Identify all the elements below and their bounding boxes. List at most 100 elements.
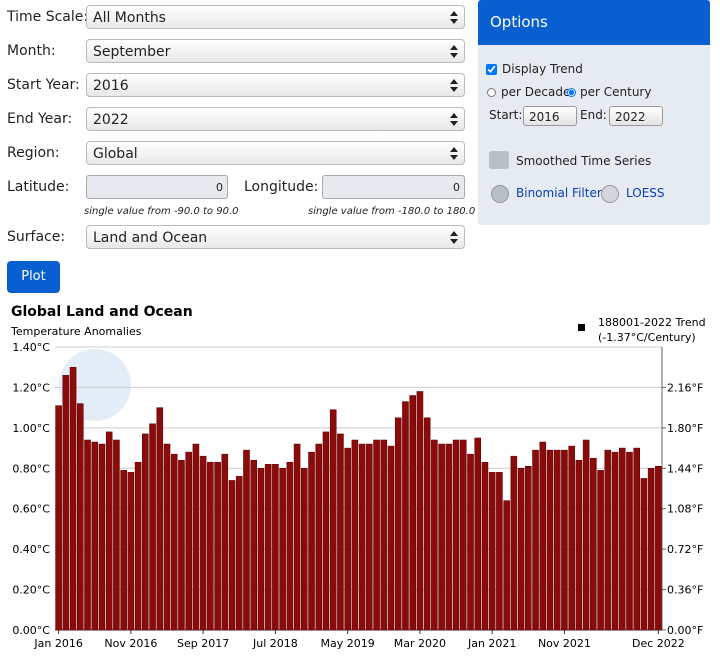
bar — [69, 366, 77, 631]
select[interactable]: 2022 — [86, 107, 465, 131]
bar — [77, 403, 84, 631]
x-tick-label: Dec 2022 — [632, 637, 685, 650]
select[interactable]: 2016 — [86, 73, 465, 97]
bar — [633, 447, 640, 631]
bar — [62, 375, 70, 631]
bar — [517, 468, 525, 631]
x-tick-label: Nov 2016 — [104, 637, 157, 650]
radio[interactable] — [487, 88, 496, 97]
y-tick-label: 0.20°C — [12, 584, 50, 597]
bar — [431, 439, 438, 631]
bar — [503, 500, 510, 631]
bar — [257, 468, 265, 631]
bar — [322, 431, 330, 631]
input[interactable]: 0 — [86, 175, 228, 199]
label: per Decade — [501, 85, 571, 99]
y-tick-label: 1.40°C — [12, 341, 50, 354]
bar — [178, 459, 185, 631]
bar — [647, 468, 655, 631]
bar — [344, 447, 351, 631]
radio[interactable] — [601, 185, 619, 203]
bar — [373, 439, 380, 631]
label: Longitude: — [244, 179, 319, 195]
chart: Global Land and Ocean Temperature Anomal… — [10, 304, 706, 650]
bar — [539, 441, 547, 631]
label: Smoothed Time Series — [516, 154, 652, 168]
label: Start Year: — [7, 77, 80, 93]
label: per Century — [580, 85, 652, 99]
checkbox[interactable] — [486, 64, 497, 75]
chart-subtitle: Temperature Anomalies — [10, 325, 142, 338]
bar — [272, 463, 279, 631]
bar — [409, 395, 416, 631]
bar — [387, 445, 395, 631]
bar — [626, 451, 633, 631]
y2-tick-label: 0.00°F — [667, 624, 703, 637]
bar — [423, 417, 431, 631]
bar — [510, 455, 518, 631]
bar — [582, 439, 590, 631]
bar — [228, 480, 236, 631]
chart-title: Global Land and Ocean — [11, 304, 193, 320]
bar — [235, 476, 243, 631]
bar — [315, 443, 323, 631]
bar — [286, 461, 294, 631]
y-tick-label: 0.40°C — [12, 543, 50, 556]
bar — [55, 405, 62, 631]
select[interactable]: September — [86, 39, 465, 63]
radio[interactable] — [567, 88, 576, 97]
bar — [163, 443, 171, 631]
legend-text: (-1.37°C/Century) — [598, 331, 696, 344]
bar — [445, 443, 453, 631]
bar — [358, 443, 366, 631]
label: End Year: — [7, 111, 73, 127]
bar — [149, 423, 156, 631]
input[interactable]: 0 — [322, 175, 465, 199]
bar — [597, 470, 604, 631]
bar — [91, 441, 99, 631]
select[interactable]: 2016 — [523, 106, 577, 126]
bar — [452, 439, 460, 631]
x-tick-label: Jan 2021 — [467, 637, 516, 650]
checkbox[interactable] — [489, 151, 509, 169]
bar — [214, 461, 221, 631]
select[interactable]: Land and Ocean — [86, 225, 465, 249]
select[interactable]: All Months — [86, 5, 465, 29]
radio[interactable] — [491, 185, 509, 203]
bar — [120, 470, 127, 631]
bar — [604, 449, 612, 631]
bar — [553, 449, 561, 631]
bar — [467, 453, 474, 631]
bar — [618, 447, 626, 631]
x-tick-label: Jan 2016 — [33, 637, 82, 650]
bar — [279, 468, 286, 631]
logo — [59, 349, 131, 421]
bar — [402, 401, 409, 631]
plot-button[interactable]: Plot — [7, 261, 60, 293]
label: Region: — [7, 145, 60, 161]
bar — [113, 439, 120, 631]
y2-tick-label: 1.80°F — [667, 422, 703, 435]
y2-tick-label: 0.72°F — [667, 543, 703, 556]
bar — [488, 472, 496, 631]
bar — [394, 417, 402, 631]
bar — [170, 453, 178, 631]
bar — [105, 431, 113, 631]
select[interactable]: 2022 — [609, 106, 663, 126]
legend-text: 188001-2022 Trend — [598, 316, 706, 329]
bar — [611, 451, 619, 631]
bar — [496, 472, 503, 631]
bar — [568, 445, 575, 631]
bar — [293, 443, 301, 631]
x-tick-label: Jul 2018 — [252, 637, 298, 650]
bar — [380, 439, 388, 631]
label: Display Trend — [502, 62, 583, 76]
select[interactable]: Global — [86, 141, 465, 165]
bar — [185, 451, 192, 631]
bar — [207, 461, 214, 631]
bar — [221, 453, 229, 631]
options-panel: Options Display Trend per Decade per Cen… — [478, 0, 710, 225]
bar — [474, 437, 482, 631]
x-tick-label: Mar 2020 — [394, 637, 446, 650]
legend-marker — [578, 324, 585, 331]
